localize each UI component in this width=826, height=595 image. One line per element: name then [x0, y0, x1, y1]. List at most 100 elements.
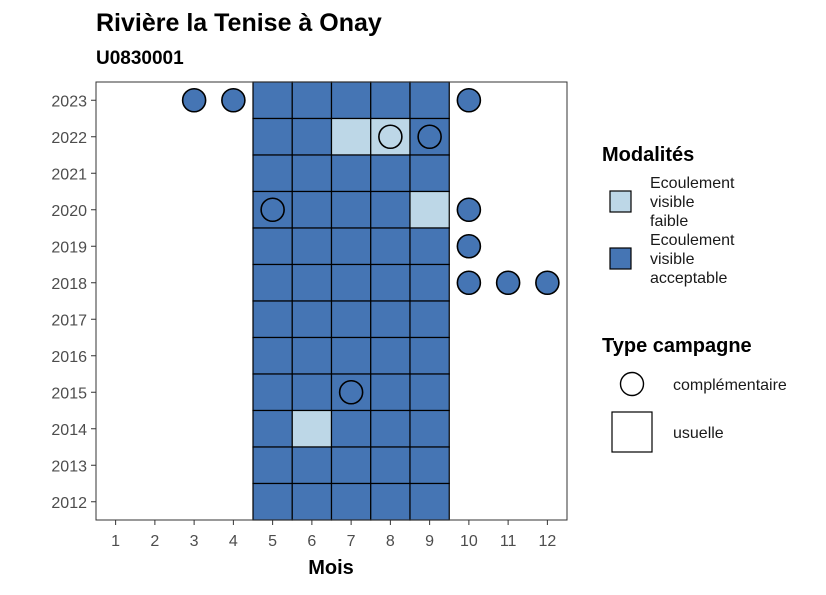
- cell-2023-7: [330, 81, 372, 120]
- cell-2012-8: [370, 482, 411, 521]
- y-tick-label: 2020: [51, 203, 87, 220]
- point-2023-10: [456, 87, 482, 113]
- point-2015-7: [338, 379, 364, 405]
- cell-2014-6: [291, 409, 333, 448]
- cell-2019-9: [409, 227, 450, 266]
- y-tick-label: 2018: [51, 276, 87, 293]
- y-tick-label: 2019: [51, 239, 87, 256]
- y-tick-label: 2021: [51, 166, 87, 183]
- legend-types: complémentaire usuelle: [611, 371, 787, 453]
- x-tick-label: 6: [307, 533, 316, 550]
- y-tick-label: 2016: [51, 349, 87, 366]
- y-tick-label: 2013: [51, 458, 87, 475]
- cell-2018-8: [370, 263, 411, 302]
- point-2020-5: [260, 197, 285, 223]
- cell-2015-8: [370, 373, 411, 412]
- legend-label-type: usuelle: [673, 425, 724, 442]
- cell-2021-6: [291, 154, 333, 193]
- x-tick-label: 7: [347, 533, 356, 550]
- cell-2013-6: [291, 446, 333, 485]
- cell-2020-8: [370, 190, 411, 229]
- chart-title: Rivière la Tenise à Onay: [96, 9, 382, 37]
- legend: Modalités EcoulementvisiblefaibleEcoulem…: [602, 144, 787, 453]
- cell-2016-7: [330, 336, 372, 375]
- legend-label-type: complémentaire: [673, 377, 787, 394]
- x-axis-title: Mois: [308, 557, 354, 579]
- x-tick-label: 11: [500, 533, 517, 550]
- point-2023-4: [221, 87, 246, 113]
- cell-2013-9: [409, 446, 450, 485]
- cell-2014-9: [409, 409, 450, 448]
- plot-points: [181, 87, 560, 405]
- cell-2016-8: [370, 336, 411, 375]
- panel-border: [95, 81, 568, 521]
- cell-2013-5: [252, 446, 293, 485]
- cell-2018-9: [409, 263, 450, 302]
- cell-2018-6: [291, 263, 333, 302]
- cell-2023-5: [252, 81, 293, 120]
- point-2018-12: [535, 270, 560, 296]
- cell-2017-5: [252, 300, 293, 339]
- legend-label-faible: faible: [650, 213, 688, 230]
- legend-key-circle: [619, 371, 645, 397]
- cell-2019-6: [291, 227, 333, 266]
- x-tick-label: 9: [425, 533, 434, 550]
- point-2019-10: [456, 233, 482, 259]
- cell-2022-7: [330, 117, 372, 156]
- legend-label-faible: Ecoulement: [650, 175, 735, 192]
- x-tick-label: 5: [268, 533, 277, 550]
- cell-2016-9: [409, 336, 450, 375]
- cell-2015-9: [409, 373, 450, 412]
- cell-2017-9: [409, 300, 450, 339]
- cell-2021-5: [252, 154, 293, 193]
- cell-2020-9: [409, 190, 450, 229]
- cell-2016-5: [252, 336, 293, 375]
- cell-2015-6: [291, 373, 333, 412]
- cell-2022-5: [252, 117, 293, 156]
- cell-2018-5: [252, 263, 293, 302]
- x-tick-label: 10: [460, 533, 478, 550]
- x-tick-label: 8: [386, 533, 395, 550]
- cell-2023-6: [291, 81, 333, 120]
- point-2018-10: [456, 270, 482, 296]
- cell-2021-9: [409, 154, 450, 193]
- cell-2013-8: [370, 446, 411, 485]
- x-tick-label: 1: [111, 533, 120, 550]
- point-2022-8: [378, 124, 403, 150]
- y-axis: 2012 2013 2014 2015 2016 2017 2018 2019 2020 2021…: [51, 93, 96, 512]
- x-tick-label: 2: [150, 533, 159, 550]
- point-2023-3: [181, 87, 207, 113]
- cell-2023-8: [370, 81, 411, 120]
- cell-2019-5: [252, 227, 293, 266]
- cell-2018-7: [330, 263, 372, 302]
- cell-2017-8: [370, 300, 411, 339]
- cell-2020-7: [330, 190, 372, 229]
- chart-subtitle: U0830001: [96, 48, 184, 69]
- point-2018-11: [495, 270, 521, 296]
- cell-2016-6: [291, 336, 333, 375]
- legend-type-title: Type campagne: [602, 335, 752, 357]
- cell-2013-7: [330, 446, 372, 485]
- cell-2017-6: [291, 300, 333, 339]
- x-tick-label: 3: [190, 533, 199, 550]
- cell-2023-9: [409, 81, 450, 120]
- legend-label-acceptable: visible: [650, 251, 695, 268]
- cell-2019-8: [370, 227, 411, 266]
- y-tick-label: 2022: [51, 130, 87, 147]
- plot-cells: [252, 81, 450, 521]
- point-2022-9: [417, 124, 442, 150]
- cell-2014-5: [252, 409, 293, 448]
- y-tick-label: 2015: [51, 385, 87, 402]
- legend-label-acceptable: acceptable: [650, 270, 727, 287]
- y-tick-label: 2014: [51, 422, 87, 439]
- legend-key-acceptable: [609, 247, 632, 270]
- cell-2019-7: [330, 227, 372, 266]
- cell-2012-6: [291, 482, 333, 521]
- cell-2014-7: [330, 409, 372, 448]
- x-tick-label: 12: [538, 533, 556, 550]
- legend-key-square: [611, 411, 653, 453]
- legend-label-faible: visible: [650, 194, 695, 211]
- legend-modalites: Ecoulement visible faible Ecoulement visible…: [609, 175, 735, 287]
- cell-2012-7: [330, 482, 372, 521]
